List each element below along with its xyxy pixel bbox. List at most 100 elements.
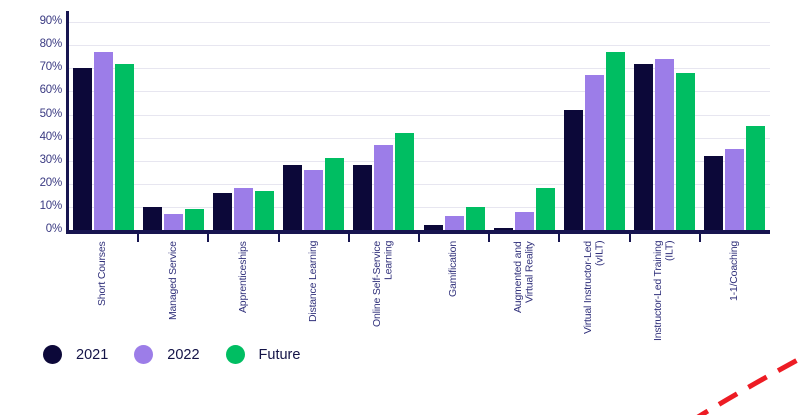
bar-2022 <box>584 75 604 230</box>
bar-future <box>114 63 134 230</box>
bar-2021 <box>634 63 654 230</box>
legend-swatch-future-icon <box>225 345 245 364</box>
y-tick-label-50: 50% <box>39 107 63 120</box>
bar-2021 <box>423 225 443 230</box>
gridline-20 <box>68 183 770 185</box>
y-tick-label-20: 20% <box>39 176 63 189</box>
gridline-10 <box>68 206 770 208</box>
bar-group-2 <box>138 12 208 230</box>
gridline-70 <box>68 68 770 70</box>
gridline-80 <box>68 45 770 47</box>
bar-2022 <box>514 211 534 230</box>
x-category-label: Virtual Instructor-Led (vILT) <box>581 241 606 334</box>
x-axis-tick <box>558 233 561 242</box>
gridline-60 <box>68 91 770 93</box>
bar-2021 <box>283 165 303 230</box>
y-tick-label-70: 70% <box>39 61 63 74</box>
gridline-40 <box>68 137 770 139</box>
gridline-50 <box>68 114 770 116</box>
bar-future <box>535 188 555 230</box>
legend-item-future: Future <box>225 345 301 364</box>
x-category-label: Online Self-Service Learning <box>371 241 395 328</box>
bar-future <box>254 190 274 230</box>
y-tick-label-80: 80% <box>39 38 63 51</box>
y-axis <box>66 11 69 234</box>
x-category-label: Apprenticeships <box>236 241 249 313</box>
x-axis <box>66 230 770 234</box>
bar-group-10 <box>700 12 770 230</box>
x-category-label: Short Courses <box>96 241 109 306</box>
bar-future <box>746 126 766 230</box>
x-category-label: 1-1/Coaching <box>728 241 741 302</box>
x-category-label: Gamification <box>447 241 460 297</box>
x-category-label-cell: Short Courses <box>68 241 138 349</box>
legend-item-2022: 2022 <box>134 345 200 364</box>
bar-group-5 <box>349 12 419 230</box>
x-category-label: Augmented and Virtual Reality <box>511 241 536 313</box>
bar-2022 <box>163 213 183 230</box>
bar-2022 <box>725 149 745 230</box>
bar-group-7 <box>489 12 559 230</box>
x-axis-tick <box>207 233 210 242</box>
bar-2022 <box>655 59 675 230</box>
y-tick-label-10: 10% <box>39 199 63 212</box>
x-axis-tick <box>277 233 280 242</box>
bar-2021 <box>142 206 162 230</box>
x-category-label: Managed Service <box>166 241 179 320</box>
legend-label-2022: 2022 <box>167 346 200 363</box>
bar-group-1 <box>68 12 138 230</box>
bar-group-4 <box>279 12 349 230</box>
bar-2022 <box>233 188 253 230</box>
x-category-label-cell: Managed Service <box>138 241 208 349</box>
legend-swatch-2022-icon <box>134 345 154 364</box>
bar-2022 <box>304 169 324 230</box>
bar-2021 <box>212 193 232 230</box>
bar-2021 <box>563 109 583 230</box>
bar-2021 <box>72 68 92 230</box>
legend-label-2021: 2021 <box>76 346 109 363</box>
gridline-90 <box>68 22 770 24</box>
bar-2022 <box>374 144 394 230</box>
bar-future <box>325 158 345 230</box>
x-category-label-cell: Instructor-Led Training (ILT) <box>630 241 700 349</box>
x-category-label-cell: 1-1/Coaching <box>700 241 770 349</box>
legend-swatch-2021-icon <box>43 345 62 364</box>
red-dashed-arc-path <box>696 355 800 415</box>
x-axis-tick <box>488 233 491 242</box>
bar-group-9 <box>630 12 700 230</box>
x-category-label-cell: Distance Learning <box>279 241 349 349</box>
bar-2022 <box>444 216 464 230</box>
x-category-label-cell: Apprenticeships <box>208 241 278 349</box>
x-axis-tick <box>418 233 420 242</box>
x-axis-tick <box>628 233 631 242</box>
legend-label-future: Future <box>258 346 301 363</box>
gridline-30 <box>68 160 770 162</box>
x-category-label-cell: Gamification <box>419 241 489 349</box>
x-category-label-cell: Online Self-Service Learning <box>349 241 419 349</box>
y-tick-label-30: 30% <box>39 153 63 166</box>
x-axis-tick <box>137 233 140 242</box>
x-axis-tick <box>698 233 701 242</box>
x-category-label-cell: Virtual Instructor-Led (vILT) <box>559 241 629 349</box>
bar-2021 <box>493 227 513 230</box>
y-tick-label-40: 40% <box>39 130 63 143</box>
bar-group-8 <box>559 12 629 230</box>
y-tick-label-60: 60% <box>39 84 63 97</box>
x-category-label: Distance Learning <box>306 241 319 323</box>
bar-future <box>184 209 204 230</box>
bar-future <box>465 206 485 230</box>
bar-2022 <box>93 52 113 230</box>
bar-group-6 <box>419 12 489 230</box>
bar-2021 <box>704 156 724 230</box>
legend-item-2021: 2021 <box>43 345 108 364</box>
bar-future <box>676 72 696 230</box>
x-category-label: Instructor-Led Training (ILT) <box>652 241 676 342</box>
chart-legend: 2021 2022 Future <box>43 345 300 364</box>
bar-group-3 <box>208 12 278 230</box>
bar-future <box>395 133 415 230</box>
bar-future <box>605 52 625 230</box>
y-tick-label-0: 0% <box>45 223 62 235</box>
x-category-label-cell: Augmented and Virtual Reality <box>489 241 559 349</box>
bar-2021 <box>353 165 373 230</box>
